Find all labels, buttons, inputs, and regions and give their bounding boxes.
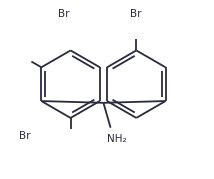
Text: Br: Br bbox=[58, 9, 69, 19]
Text: NH₂: NH₂ bbox=[107, 134, 127, 144]
Text: Br: Br bbox=[19, 131, 31, 141]
Text: Br: Br bbox=[130, 9, 141, 19]
